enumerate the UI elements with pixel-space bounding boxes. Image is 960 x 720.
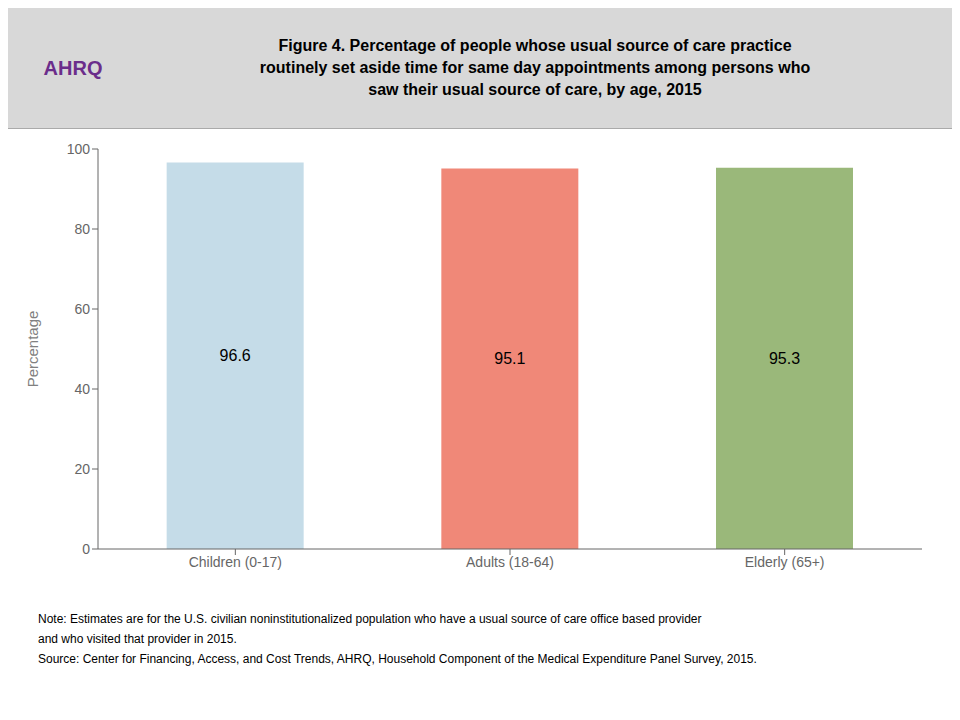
- html-text:and who visited that provider: and who visited that provider in 2015.: [38, 632, 237, 646]
- html-text:Figure 4. Percentage of people: Figure 4. Percentage of people whose usu…: [278, 37, 792, 54]
- svg-text:96.6: 96.6: [220, 347, 251, 364]
- svg-text:95.3: 95.3: [769, 350, 800, 367]
- svg-text:80: 80: [74, 221, 90, 237]
- svg-text:60: 60: [74, 301, 90, 317]
- html-text:Source: Center for Financing,: Source: Center for Financing, Access, an…: [38, 652, 757, 666]
- svg-text:20: 20: [74, 461, 90, 477]
- html-text:routinely set aside time for s: routinely set aside time for same day ap…: [259, 59, 811, 76]
- svg-text:95.1: 95.1: [494, 350, 525, 367]
- svg-text:40: 40: [74, 381, 90, 397]
- svg-text:Percentage: Percentage: [24, 311, 41, 388]
- html-text:AHRQ: AHRQ: [43, 56, 103, 79]
- html-text:Note: Estimates are for the U.: Note: Estimates are for the U.S. civilia…: [38, 612, 702, 626]
- svg-text:0: 0: [82, 541, 90, 557]
- svg-text:Elderly (65+): Elderly (65+): [745, 554, 825, 570]
- svg-text:Children (0-17): Children (0-17): [189, 554, 282, 570]
- svg-text:Adults (18-64): Adults (18-64): [466, 554, 554, 570]
- html-text:saw their usual source of care: saw their usual source of care, by age, …: [368, 81, 702, 98]
- svg-text:100: 100: [67, 141, 91, 157]
